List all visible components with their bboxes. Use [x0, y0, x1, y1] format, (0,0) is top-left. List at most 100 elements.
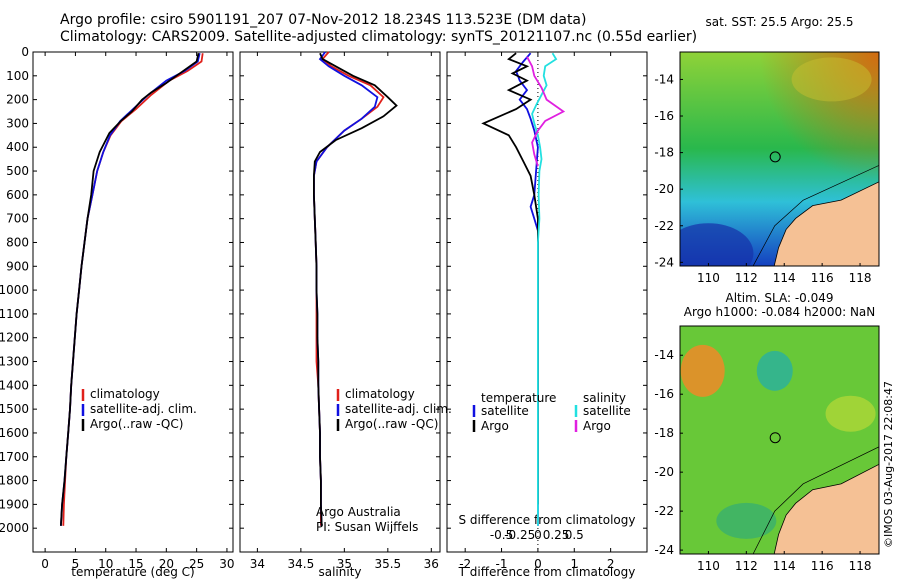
y-tick-label: -24 — [654, 543, 674, 557]
legend-label: Argo(..raw -QC) — [90, 417, 183, 431]
sst-cold-patch — [680, 223, 754, 266]
x-tick-label: 15 — [128, 557, 143, 571]
y-tick-label: -16 — [654, 109, 674, 123]
argo-location-marker — [769, 432, 781, 444]
y-tick-label: -14 — [654, 72, 674, 86]
y-tick-label: 1800 — [0, 474, 29, 488]
axes-frame — [239, 51, 441, 553]
argo-location-marker — [769, 151, 781, 163]
x-tick-label: 1 — [570, 557, 578, 571]
legend-label: satellite — [583, 404, 631, 418]
y-tick-label: 1400 — [0, 378, 29, 392]
annotation-text: Argo Australia — [316, 505, 401, 519]
top-scale-tick-label: -0.5 — [490, 528, 513, 542]
y-tick-label: 700 — [6, 212, 29, 226]
legend-label: satellite-adj. clim. — [90, 402, 197, 416]
y-tick-label: 100 — [6, 69, 29, 83]
x-tick-label: 36 — [424, 557, 439, 571]
x-tick-label: 10 — [98, 557, 113, 571]
map-title: Argo h1000: -0.084 h2000: NaN — [684, 305, 876, 319]
y-tick-label: 800 — [6, 235, 29, 249]
x-tick-label: 118 — [849, 559, 872, 573]
y-tick-label: 600 — [6, 188, 29, 202]
y-tick-label: -20 — [654, 465, 674, 479]
y-tick-label: 1900 — [0, 497, 29, 511]
y-tick-label: 1500 — [0, 402, 29, 416]
x-tick-label: 5 — [72, 557, 80, 571]
title-line-2: Climatology: CARS2009. Satellite-adjuste… — [60, 29, 698, 45]
sla-low-patch — [756, 350, 793, 391]
series-line-climatology — [313, 51, 385, 526]
temperature-panel: 0 5 10 15 20 25 30 temperature (deg C) 0 100 200 30… — [0, 45, 235, 579]
top-scale-tick-label: 0 — [534, 528, 542, 542]
series-line-satellite-adj-clim- — [313, 51, 379, 526]
y-tick-label: 1100 — [0, 307, 29, 321]
y-tick-label: 1000 — [0, 283, 29, 297]
axes-frame — [32, 51, 234, 553]
y-tick-label: -16 — [654, 387, 674, 401]
y-tick-label: 1700 — [0, 450, 29, 464]
x-tick-label: 116 — [811, 271, 834, 285]
top-scale-tick-label: -0.25 — [504, 528, 535, 542]
y-tick-label: -18 — [654, 146, 674, 160]
y-tick-label: 900 — [6, 259, 29, 273]
sla-mid-patch — [825, 395, 876, 432]
legend-heading: temperature — [481, 391, 556, 405]
legend-label: Argo — [481, 419, 509, 433]
shelf-contour — [752, 446, 879, 554]
x-tick-label: 34.5 — [288, 557, 315, 571]
y-tick-label: 2000 — [0, 521, 29, 535]
series-line-salinity-satellite — [531, 52, 558, 526]
y-tick-label: 300 — [6, 116, 29, 130]
legend-label: Argo(..raw -QC) — [345, 417, 438, 431]
map-frame — [679, 325, 880, 555]
top-scale-tick-label: 0.25 — [543, 528, 570, 542]
series-line-climatology — [62, 53, 204, 526]
series-line-satellite-adj-clim- — [60, 52, 201, 526]
y-tick-label: 500 — [6, 164, 29, 178]
y-tick-label: 1300 — [0, 355, 29, 369]
x-tick-label: 110 — [697, 271, 720, 285]
difference-panel: -2 -1 0 1 2-0.5-0.250 0.250.5S difference fro… — [446, 51, 648, 579]
series-line-temperature-argo — [481, 52, 539, 505]
map-image — [680, 52, 879, 266]
x-tick-label: 2 — [607, 557, 615, 571]
x-tick-label: 25 — [189, 557, 204, 571]
x-axis-label: salinity — [318, 565, 361, 579]
x-tick-label: -2 — [459, 557, 471, 571]
y-tick-label: 1600 — [0, 426, 29, 440]
series-line-argo-raw-qc- — [60, 52, 200, 526]
map-title: Altim. SLA: -0.049 — [725, 291, 833, 305]
x-tick-label: 20 — [159, 557, 174, 571]
x-tick-label: 35.5 — [374, 557, 401, 571]
series-line-salinity-argo — [526, 56, 566, 167]
sst-warm-patch — [791, 57, 872, 102]
legend-label: climatology — [345, 387, 415, 401]
y-tick-label: 200 — [6, 93, 29, 107]
y-tick-label: -24 — [654, 255, 674, 269]
y-tick-label: -14 — [654, 348, 674, 362]
x-tick-label: 30 — [219, 557, 234, 571]
shelf-contour — [752, 165, 879, 266]
x-tick-label: 110 — [697, 559, 720, 573]
sla-high-patch — [680, 344, 725, 397]
legend-label: climatology — [90, 387, 160, 401]
legend-label: satellite-adj. clim. — [345, 402, 452, 416]
series-line-argo-raw-qc- — [313, 52, 398, 526]
x-tick-label: 118 — [849, 271, 872, 285]
x-tick-label: -1 — [496, 557, 508, 571]
map-image — [680, 326, 879, 554]
x-axis-label: T difference from climatology — [458, 565, 636, 579]
x-tick-label: 34 — [250, 557, 265, 571]
x-axis-label: temperature (deg C) — [71, 565, 194, 579]
x-tick-label: 112 — [735, 559, 758, 573]
map-title: sat. SST: 25.5 Argo: 25.5 — [705, 15, 853, 29]
land — [773, 463, 879, 554]
x-tick-label: 114 — [773, 559, 796, 573]
x-tick-label: 114 — [773, 271, 796, 285]
y-tick-label: -22 — [654, 504, 674, 518]
y-tick-label: -18 — [654, 426, 674, 440]
land — [773, 181, 879, 266]
